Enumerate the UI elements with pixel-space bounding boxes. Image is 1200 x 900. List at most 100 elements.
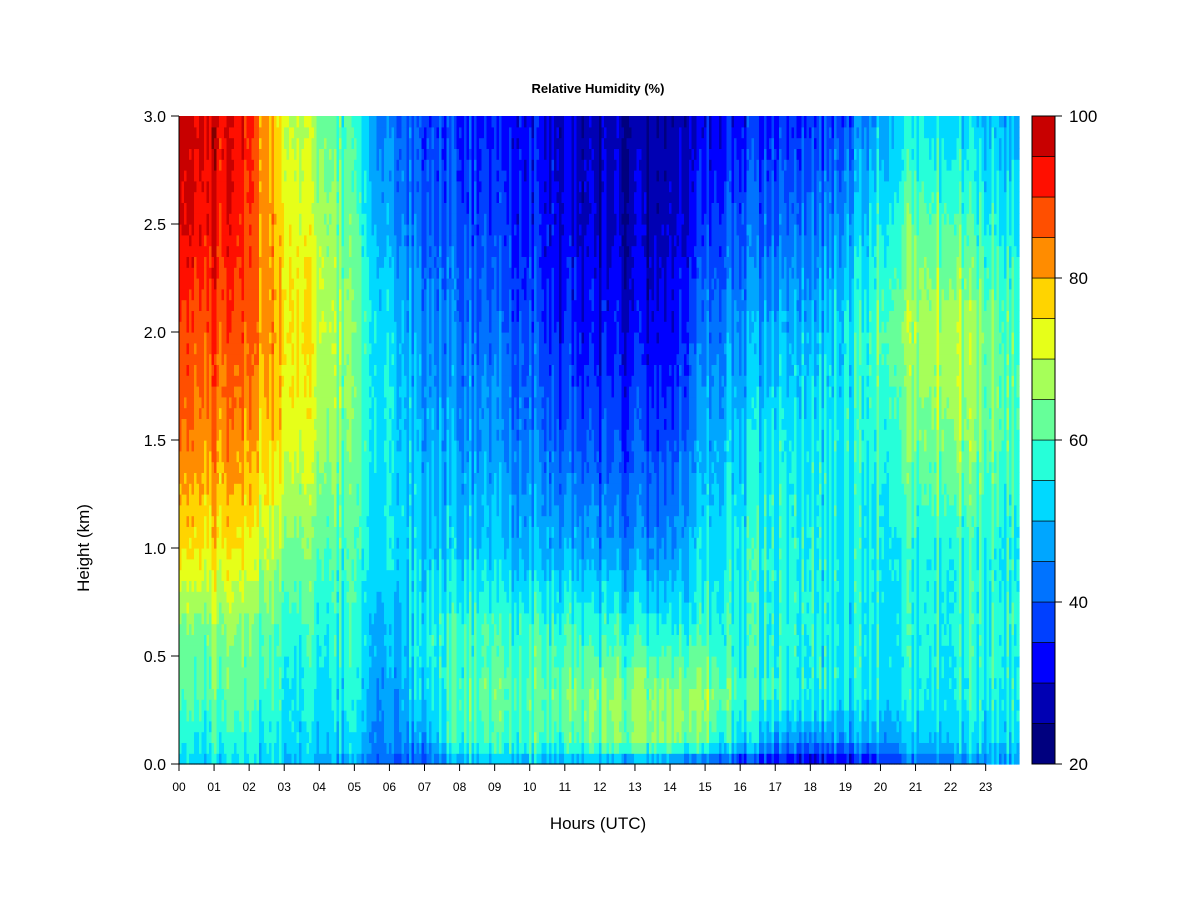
heatmap-cell <box>224 407 228 419</box>
heatmap-cell <box>346 245 350 257</box>
heatmap-cell <box>349 645 353 657</box>
heatmap-cell <box>234 278 238 290</box>
heatmap-cell <box>266 256 270 268</box>
heatmap-cell <box>304 375 308 387</box>
heatmap-cell <box>359 483 363 495</box>
heatmap-cell <box>306 472 310 484</box>
heatmap-cell <box>301 180 305 193</box>
heatmap-cell <box>216 440 220 452</box>
heatmap-cell <box>331 332 335 344</box>
heatmap-cell <box>276 126 280 139</box>
heatmap-cell <box>241 364 245 376</box>
heatmap-cell <box>336 461 340 473</box>
heatmap-cell <box>354 558 358 571</box>
heatmap-cell <box>234 245 238 257</box>
heatmap-cell <box>264 116 268 128</box>
heatmap-cell <box>324 742 328 754</box>
heatmap-cell <box>349 342 353 355</box>
heatmap-cell <box>264 440 268 452</box>
heatmap-cell <box>179 742 183 754</box>
heatmap-cell <box>254 224 258 236</box>
heatmap-cell <box>284 472 288 484</box>
heatmap-cell <box>231 699 235 711</box>
heatmap-cell <box>304 342 308 355</box>
heatmap-cell <box>326 515 330 527</box>
heatmap-cell <box>326 526 330 538</box>
heatmap-cell <box>264 288 268 301</box>
heatmap-cell <box>299 440 303 452</box>
heatmap-cell <box>354 440 358 452</box>
heatmap-cell <box>241 645 245 657</box>
heatmap-cell <box>201 731 205 743</box>
heatmap-cell <box>341 699 345 711</box>
heatmap-cell <box>289 710 293 722</box>
heatmap-cell <box>304 364 308 376</box>
heatmap-cell <box>366 126 370 139</box>
heatmap-cell <box>216 591 220 603</box>
heatmap-cell <box>294 180 298 193</box>
heatmap-cell <box>216 623 220 635</box>
heatmap-cell <box>314 310 318 322</box>
heatmap-cell <box>191 224 195 236</box>
heatmap-cell <box>361 731 365 743</box>
heatmap-cell <box>246 213 250 225</box>
heatmap-cell <box>284 213 288 225</box>
heatmap-cell <box>241 569 245 581</box>
heatmap-cell <box>254 656 258 668</box>
heatmap-cell <box>299 256 303 268</box>
heatmap-cell <box>306 494 310 506</box>
heatmap-cell <box>319 645 323 657</box>
heatmap-cell <box>341 494 345 506</box>
heatmap-cell <box>179 418 183 430</box>
heatmap-cell <box>349 472 353 484</box>
heatmap-cell <box>311 191 315 203</box>
heatmap-cell <box>251 180 255 193</box>
heatmap-cell <box>304 180 308 193</box>
heatmap-cell <box>224 342 228 355</box>
heatmap-cell <box>334 612 338 625</box>
heatmap-cell <box>351 299 355 311</box>
heatmap-cell <box>371 753 375 765</box>
heatmap-cell <box>351 569 355 581</box>
heatmap-cell <box>326 634 330 646</box>
heatmap-cell <box>221 234 225 247</box>
heatmap-cell <box>319 656 323 668</box>
heatmap-cell <box>206 645 210 657</box>
heatmap-cell <box>301 742 305 754</box>
heatmap-cell <box>239 375 243 387</box>
heatmap-cell <box>309 126 313 139</box>
heatmap-cell <box>316 580 320 592</box>
heatmap-cell <box>256 429 260 441</box>
heatmap-cell <box>211 429 215 441</box>
heatmap-cell <box>199 396 203 409</box>
heatmap-cell <box>314 494 318 506</box>
heatmap-cell <box>354 321 358 333</box>
heatmap-cell <box>344 440 348 452</box>
heatmap-cell <box>249 234 253 247</box>
heatmap-cell <box>356 612 360 625</box>
heatmap-cell <box>324 342 328 355</box>
heatmap-cell <box>186 645 190 657</box>
heatmap-cell <box>239 612 243 625</box>
heatmap-cell <box>309 353 313 365</box>
heatmap-cell <box>219 753 223 765</box>
heatmap-cell <box>291 472 295 484</box>
heatmap-cell <box>189 742 193 754</box>
heatmap-cell <box>294 699 298 711</box>
heatmap-cell <box>256 450 260 463</box>
heatmap-cell <box>276 461 280 473</box>
heatmap-cell <box>316 634 320 646</box>
heatmap-cell <box>216 148 220 160</box>
heatmap-cell <box>204 191 208 203</box>
heatmap-cell <box>301 159 305 171</box>
heatmap-cell <box>321 213 325 225</box>
heatmap-cell <box>359 753 363 765</box>
heatmap-cell <box>346 483 350 495</box>
heatmap-cell <box>236 299 240 311</box>
heatmap-cell <box>356 396 360 409</box>
heatmap-cell <box>264 450 268 463</box>
heatmap-cell <box>304 472 308 484</box>
heatmap-cell <box>309 137 313 149</box>
heatmap-cell <box>251 159 255 171</box>
heatmap-cell <box>199 558 203 571</box>
